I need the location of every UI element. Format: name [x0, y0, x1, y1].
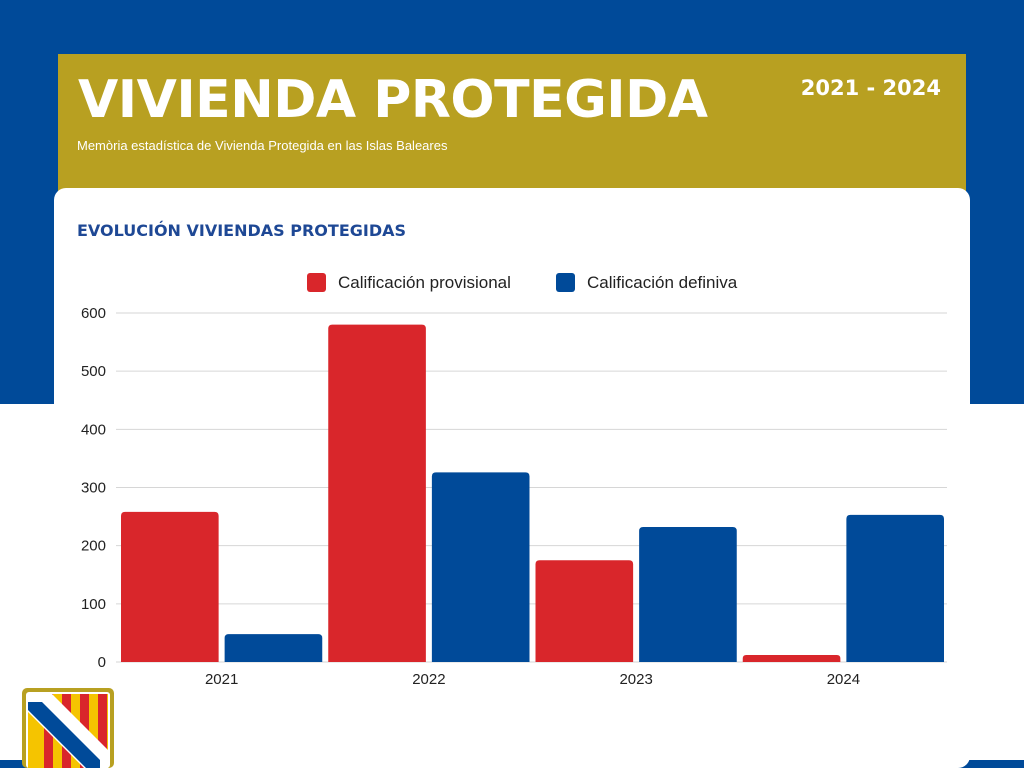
balearic-flag-logo-icon	[22, 688, 114, 768]
y-tick-label-0: 0	[98, 654, 106, 671]
bar-provisional-2022	[328, 324, 426, 662]
bar-provisional-2023	[535, 560, 634, 662]
chart-card: EVOLUCIÓN VIVIENDAS PROTEGIDAS 0 100 200 30…	[54, 188, 970, 768]
x-tick-label-2021: 2021	[205, 671, 238, 688]
page-title: VIVIENDA PROTEGIDA	[78, 70, 708, 130]
legend: Calificación provisional Calificación def…	[307, 273, 738, 292]
legend-label-definitiva: Calificación definiva	[587, 273, 738, 292]
bar-layer	[121, 324, 944, 662]
y-tick-label-500: 500	[81, 363, 106, 380]
grid-layer	[116, 312, 947, 663]
year-range: 2021 - 2024	[800, 76, 941, 100]
legend-swatch-provisional	[307, 273, 326, 292]
bar-provisional-2021	[121, 511, 219, 662]
y-tick-label-600: 600	[81, 305, 106, 322]
y-tick-label-100: 100	[81, 596, 106, 613]
x-tick-label-2023: 2023	[619, 671, 652, 688]
legend-label-provisional: Calificación provisional	[338, 273, 511, 292]
y-tick-label-400: 400	[81, 421, 106, 438]
page-subtitle: Memòria estadística de Vivienda Protegid…	[77, 138, 448, 153]
y-tick-label-300: 300	[81, 480, 106, 497]
chart-title: EVOLUCIÓN VIVIENDAS PROTEGIDAS	[77, 221, 407, 240]
bar-definitiva-2023	[639, 527, 737, 662]
x-tick-label-2022: 2022	[412, 671, 445, 688]
header-banner: VIVIENDA PROTEGIDA 2021 - 2024 Memòria e…	[58, 54, 966, 204]
bar-provisional-2024	[742, 655, 841, 662]
bar-chart: 0 100 200 300 400 500 600 2021 2022 2023 2024 Cali…	[81, 273, 947, 688]
y-tick-label-200: 200	[81, 538, 106, 555]
label-layer: 0 100 200 300 400 500 600 2021 2022 2023 2024	[81, 305, 860, 688]
bar-definitiva-2024	[846, 514, 944, 662]
x-tick-label-2024: 2024	[827, 671, 860, 688]
legend-swatch-definitiva	[556, 273, 575, 292]
bar-definitiva-2022	[431, 472, 530, 662]
bar-definitiva-2021	[224, 634, 323, 662]
